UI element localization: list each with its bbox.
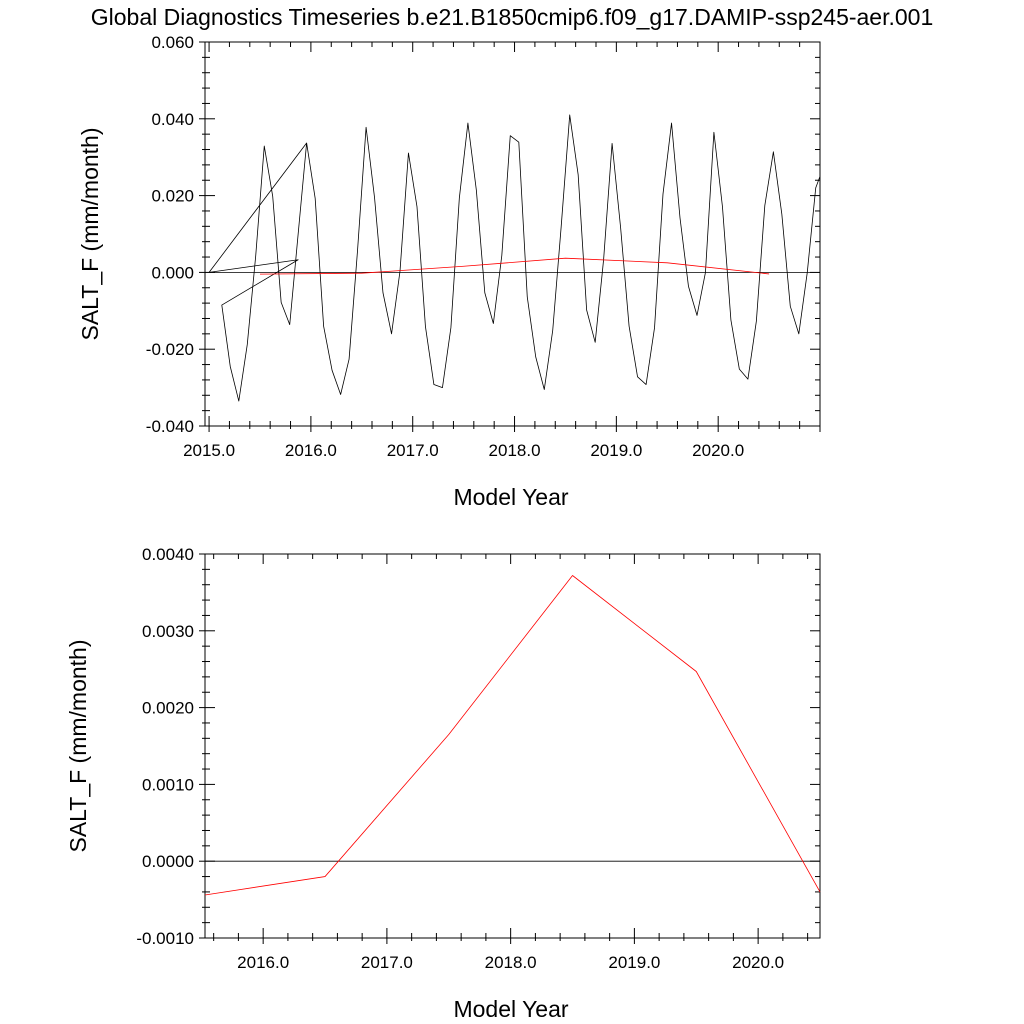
bottom-chart-ytick-label: -0.0010 (136, 929, 194, 948)
bottom-chart-xtick-label: 2017.0 (361, 953, 413, 972)
top-chart-xtick-label: 2017.0 (387, 441, 439, 460)
top-chart-ytick-label: 0.020 (151, 187, 194, 206)
bottom-chart-frame (204, 553, 821, 939)
bottom-chart-ylabel: SALT_F (mm/month) (65, 640, 91, 853)
bottom-chart-xtick-label: 2018.0 (485, 953, 537, 972)
top-chart-ytick-label: -0.020 (146, 340, 194, 359)
bottom-chart-ytick-label: 0.0020 (142, 699, 194, 718)
top-chart-xlabel: Model Year (453, 484, 568, 510)
top-chart-xtick-label: 2015.0 (183, 441, 235, 460)
top-chart-xtick-label: 2020.0 (692, 441, 744, 460)
top-chart-xtick-label: 2018.0 (489, 441, 541, 460)
bottom-chart-panel: Model Year SALT_F (mm/month) 0.0040 0.003… (65, 545, 821, 1022)
top-chart-series-line-1 (259, 257, 770, 275)
figure-title: Global Diagnostics Timeseries b.e21.B185… (91, 4, 934, 30)
bottom-chart-xtick-label: 2019.0 (608, 953, 660, 972)
top-chart-ylabel: SALT_F (mm/month) (77, 128, 103, 341)
bottom-chart-ytick-label: 0.0030 (142, 622, 194, 641)
top-chart-ytick-label: 0.000 (151, 263, 194, 282)
bottom-chart-ytick-label: 0.0010 (142, 775, 194, 794)
bottom-chart-ytick-label: 0.0040 (142, 545, 194, 564)
top-chart-xtick-label: 2016.0 (285, 441, 337, 460)
bottom-chart-xtick-label: 2020.0 (732, 953, 784, 972)
top-chart-xtick-label: 2019.0 (590, 441, 642, 460)
top-chart-frame (204, 41, 821, 427)
top-chart-ytick-label: 0.040 (151, 110, 194, 129)
top-chart-series-line-0 (208, 114, 821, 402)
top-chart-ytick-label: -0.040 (146, 417, 194, 436)
bottom-chart-series-line-0 (204, 575, 821, 896)
bottom-chart-xtick-label: 2016.0 (237, 953, 289, 972)
bottom-chart-ytick-label: 0.0000 (142, 852, 194, 871)
bottom-chart-xlabel: Model Year (453, 996, 568, 1022)
top-chart-ytick-label: 0.060 (151, 33, 194, 52)
top-chart-panel: Model Year SALT_F (mm/month) 0.060 0.040 0… (77, 33, 821, 510)
